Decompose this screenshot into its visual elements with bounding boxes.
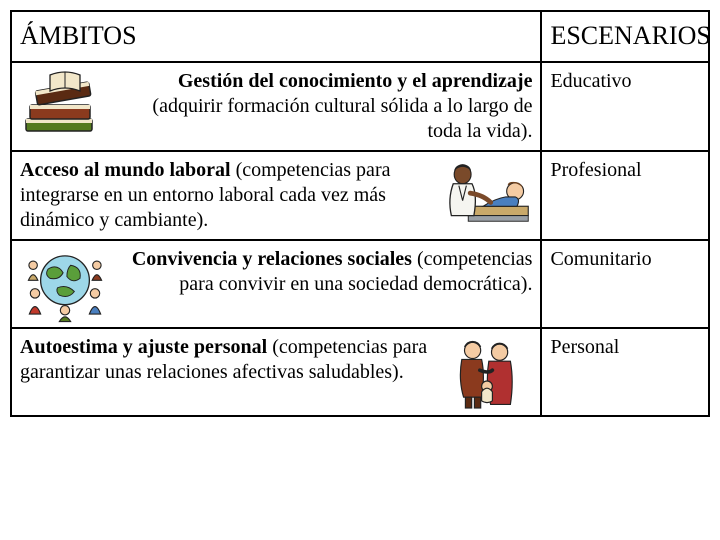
table-row: Gestión del conocimiento y el aprendizaj… — [11, 62, 709, 151]
row-1-text: Gestión del conocimiento y el aprendizaj… — [120, 69, 532, 144]
table-row: Convivencia y relaciones sociales (compe… — [11, 240, 709, 328]
row-1-title: Gestión del conocimiento y el aprendizaj… — [178, 70, 533, 92]
ambitos-escenarios-table: ÁMBITOS ESCENARIOS — [10, 10, 710, 417]
family-icon — [442, 335, 532, 409]
row-3-ambito: Convivencia y relaciones sociales (compe… — [20, 247, 532, 321]
row-3-title: Convivencia y relaciones sociales — [132, 248, 412, 270]
row-1-scenario: Educativo — [541, 62, 709, 151]
row-4-text: Autoestima y ajuste personal (competenci… — [20, 335, 432, 385]
table-row: Acceso al mundo laboral (competencias pa… — [11, 151, 709, 240]
row-3-text: Convivencia y relaciones sociales (compe… — [120, 247, 532, 297]
row-2-ambito: Acceso al mundo laboral (competencias pa… — [20, 158, 532, 233]
header-escenarios: ESCENARIOS — [541, 11, 709, 62]
table-row: Autoestima y ajuste personal (competenci… — [11, 328, 709, 416]
row-4-ambito: Autoestima y ajuste personal (competenci… — [20, 335, 532, 409]
globe-people-icon — [20, 247, 110, 321]
row-2-text: Acceso al mundo laboral (competencias pa… — [20, 158, 432, 233]
row-2-title: Acceso al mundo laboral — [20, 159, 231, 181]
row-3-scenario: Comunitario — [541, 240, 709, 328]
row-1-desc: (adquirir formación cultural sólida a lo… — [152, 95, 532, 142]
books-icon — [20, 69, 110, 143]
doctor-icon — [442, 158, 532, 232]
row-1-ambito: Gestión del conocimiento y el aprendizaj… — [20, 69, 532, 144]
row-4-title: Autoestima y ajuste personal — [20, 336, 267, 358]
header-ambitos: ÁMBITOS — [11, 11, 541, 62]
table-header-row: ÁMBITOS ESCENARIOS — [11, 11, 709, 62]
row-2-scenario: Profesional — [541, 151, 709, 240]
row-4-scenario: Personal — [541, 328, 709, 416]
